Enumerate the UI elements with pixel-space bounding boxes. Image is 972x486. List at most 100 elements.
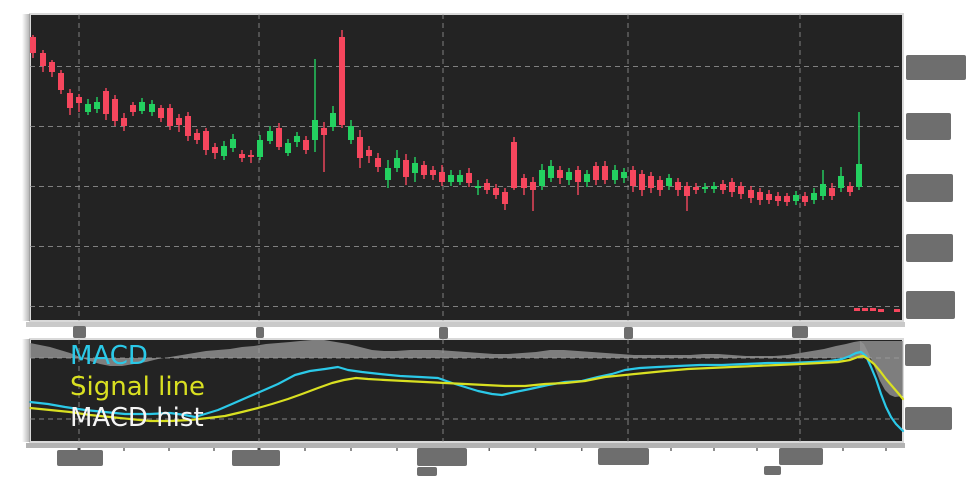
x-minor-tick bbox=[842, 448, 844, 451]
redacted-mid-tick-label bbox=[624, 327, 633, 339]
candle-body bbox=[530, 182, 536, 190]
candle-body bbox=[430, 170, 436, 175]
candle-body bbox=[575, 170, 581, 182]
candle-body bbox=[176, 118, 182, 125]
candle-body bbox=[702, 187, 708, 189]
legend-macd-hist-label: MACD hist bbox=[70, 403, 204, 433]
x-minor-tick bbox=[581, 448, 583, 451]
candle-body bbox=[557, 170, 563, 178]
candle-body bbox=[802, 196, 808, 202]
redacted-x-label bbox=[417, 448, 467, 466]
candle-body bbox=[103, 91, 109, 114]
candle-body bbox=[811, 193, 817, 200]
candle-body bbox=[584, 174, 590, 182]
candle-body bbox=[412, 163, 418, 173]
candle-body bbox=[757, 192, 763, 200]
candle-body bbox=[149, 104, 155, 112]
candle-body bbox=[720, 184, 726, 190]
candle-body bbox=[339, 37, 345, 125]
candle-body bbox=[230, 139, 236, 148]
candle-body bbox=[457, 175, 463, 182]
candle-body bbox=[30, 37, 36, 53]
x-minor-tick bbox=[168, 448, 170, 451]
candle-body bbox=[448, 175, 454, 182]
candle-body bbox=[621, 172, 627, 178]
legend-signal-line-label: Signal line bbox=[70, 372, 206, 402]
candle-body bbox=[775, 196, 781, 201]
redacted-macd-y-label bbox=[905, 344, 931, 366]
candle-body bbox=[439, 172, 445, 182]
candle-body bbox=[612, 170, 618, 180]
candle-body bbox=[711, 186, 717, 189]
candle-body bbox=[793, 195, 799, 201]
candle-body bbox=[648, 176, 654, 188]
between-panels-axis-bar bbox=[26, 322, 905, 327]
x-minor-tick bbox=[304, 448, 306, 451]
x-minor-tick bbox=[396, 448, 398, 451]
candle-body bbox=[566, 172, 572, 180]
candle-body bbox=[303, 140, 309, 150]
candle-body bbox=[49, 62, 55, 72]
bottom-axis-bar bbox=[26, 443, 905, 448]
candle-body bbox=[167, 108, 173, 126]
candle-body bbox=[666, 178, 672, 186]
x-minor-tick bbox=[350, 448, 352, 451]
candle-body bbox=[67, 93, 73, 108]
price-panel-bg bbox=[29, 13, 904, 322]
bottom-red-mark bbox=[894, 309, 900, 312]
candle-body bbox=[484, 183, 490, 190]
candle-body bbox=[385, 168, 391, 180]
bottom-red-mark bbox=[862, 308, 868, 311]
candle-body bbox=[366, 150, 372, 156]
candle-body bbox=[847, 186, 853, 192]
candle-body bbox=[657, 180, 663, 190]
redacted-price-y-label bbox=[906, 55, 966, 80]
bottom-red-mark bbox=[854, 308, 860, 311]
candle-body bbox=[639, 174, 645, 190]
x-minor-tick bbox=[670, 448, 672, 451]
candle-body bbox=[121, 118, 127, 126]
candle-body bbox=[521, 178, 527, 188]
candle-body bbox=[139, 102, 145, 111]
candle-body bbox=[748, 190, 754, 198]
left-shadow-macd-panel bbox=[22, 339, 30, 442]
candle-body bbox=[285, 143, 291, 153]
candle-body bbox=[766, 194, 772, 200]
candle-body bbox=[276, 128, 282, 147]
candle-body bbox=[511, 142, 517, 188]
candle-body bbox=[348, 126, 354, 140]
candle-body bbox=[593, 166, 599, 180]
candle-body bbox=[630, 170, 636, 186]
x-minor-tick bbox=[213, 448, 215, 451]
candle-body bbox=[58, 73, 64, 90]
redacted-x-label bbox=[57, 450, 103, 466]
candle-body bbox=[76, 97, 82, 103]
candle-body bbox=[294, 136, 300, 142]
candle-body bbox=[475, 186, 481, 188]
candle-body bbox=[838, 176, 844, 188]
redacted-x-label bbox=[598, 448, 649, 465]
x-minor-tick bbox=[885, 448, 887, 451]
candle-body bbox=[330, 113, 336, 127]
redacted-price-y-label bbox=[906, 291, 955, 319]
candle-body bbox=[829, 188, 835, 196]
redacted-price-y-label bbox=[906, 113, 951, 140]
candle-body bbox=[85, 104, 91, 112]
candle-body bbox=[248, 155, 254, 157]
legend-macd-label: MACD bbox=[70, 341, 148, 371]
candle-body bbox=[403, 160, 409, 177]
candle-body bbox=[466, 173, 472, 183]
redacted-x-label bbox=[232, 450, 280, 466]
candle-body bbox=[684, 186, 690, 196]
candle-body bbox=[421, 165, 427, 175]
x-minor-tick bbox=[123, 448, 125, 451]
redacted-mid-tick-label bbox=[73, 326, 86, 338]
candle-body bbox=[602, 166, 608, 180]
redacted-x-label bbox=[779, 448, 823, 465]
redacted-mid-tick-label bbox=[256, 327, 264, 338]
candle-body bbox=[394, 158, 400, 168]
macd-hist-right-band bbox=[860, 341, 903, 358]
x-minor-tick bbox=[756, 448, 758, 451]
candle-body bbox=[239, 154, 245, 158]
